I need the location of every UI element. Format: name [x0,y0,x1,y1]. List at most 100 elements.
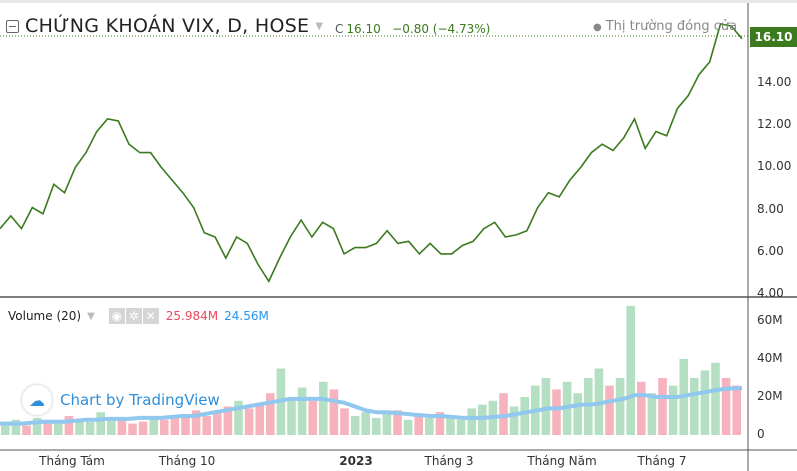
close-label: C [335,22,344,36]
volume-bar [552,389,561,435]
chevron-down-icon[interactable]: ▼ [315,20,324,32]
volume-bar [711,362,720,435]
volume-bar [149,416,158,435]
volume-bar [499,393,508,435]
gear-icon[interactable]: ✲ [125,308,142,324]
close-value: 16.10 [346,22,381,36]
volume-bar [287,397,296,435]
volume-tick-label: 60M [757,313,783,327]
change-value: −0.80 (−4.73%) [392,22,491,36]
branding-text: Chart by TradingView [60,391,220,409]
volume-bar [107,417,116,435]
volume-bar [11,419,21,435]
price-tick-label: 4.00 [757,286,784,300]
volume-value: 25.984M [165,309,219,323]
volume-bar [22,425,31,435]
volume-bar [96,412,105,435]
volume-bar [372,417,381,435]
volume-bar [721,378,731,435]
price-line [0,22,743,283]
volume-bar [43,421,52,435]
volume-bar [541,378,551,435]
volume-bar [64,416,74,435]
volume-bar [690,378,699,435]
volume-bar [54,423,63,435]
time-tick-label: Tháng 7 [637,454,687,468]
price-tick-label: 6.00 [757,243,784,258]
volume-bar [213,412,222,435]
market-status: Thị trường đóng cửa [593,19,737,34]
volume-bar [329,389,339,435]
chevron-down-icon[interactable]: ▼ [87,310,95,322]
volume-bar [202,416,211,435]
price-tick-label: 14.00 [757,75,792,89]
volume-bar [435,412,445,435]
volume-bar [308,400,317,435]
volume-bar [658,378,667,435]
eye-icon[interactable]: ◉ [108,308,125,324]
volume-bar [191,410,201,435]
volume-bar [573,393,582,435]
volume-bar [403,419,413,435]
price-tick-label: 12.00 [757,117,792,132]
volume-bar [605,385,614,435]
volume-bar [467,408,476,435]
volume-bar [615,378,625,435]
volume-bar [170,417,180,435]
price-tick-label: 8.00 [757,201,784,216]
volume-bar [160,419,169,435]
volume-bar [266,393,275,435]
last-price-label: 16.10 [750,27,797,47]
volume-bar [350,416,360,435]
volume-ma-value: 24.56M [224,309,269,323]
volume-bar [297,387,307,435]
volume-bar [456,419,466,435]
volume-bar [414,416,423,435]
volume-bar [32,417,42,435]
symbol-title[interactable]: CHỨNG KHOÁN VIX, D, HOSE [25,15,310,37]
volume-bar [75,419,84,435]
price-tick-label: 10.00 [757,159,792,174]
volume-tick-label: 0 [757,427,765,441]
volume-label[interactable]: Volume (20) [8,309,82,323]
volume-bar [509,406,519,435]
time-tick-label: Tháng 3 [424,454,474,468]
tradingview-branding[interactable]: ☁ Chart by TradingView [22,385,220,415]
volume-bar [732,385,741,435]
volume-bar [340,408,349,435]
volume-bar [446,416,455,435]
volume-bar [234,400,243,435]
volume-bar [1,423,10,435]
time-tick-label: Tháng Tám [39,454,105,468]
chart-canvas[interactable] [0,3,797,471]
volume-bar [255,404,264,435]
close-icon[interactable]: ✕ [142,308,159,324]
volume-bar [361,412,370,435]
volume-bar [382,414,392,435]
volume-bar [700,370,710,435]
volume-bar [128,423,137,435]
volume-bar [425,417,434,435]
time-tick-label: 2023 [339,454,373,468]
volume-bar [117,419,127,435]
symbol-header: CHỨNG KHOÁN VIX, D, HOSE ▼ [6,15,323,37]
collapse-icon[interactable] [6,19,19,33]
volume-bar [626,305,635,435]
cloud-logo-icon: ☁ [22,385,52,415]
volume-bar [647,393,657,435]
time-tick-label: Tháng Năm [527,454,597,468]
volume-bar [520,397,529,435]
volume-bar [85,421,95,435]
time-tick-label: Tháng 10 [158,454,216,468]
volume-tick-label: 40M [757,351,783,365]
volume-bar [181,414,190,435]
volume-bar [223,406,233,435]
volume-bar [668,385,678,435]
volume-bar [393,410,402,435]
volume-header: Volume (20) ▼ ◉ ✲ ✕ 25.984M 24.56M [8,308,269,324]
volume-bar [319,381,328,435]
volume-ma-line [0,386,743,426]
volume-bar [138,421,148,435]
ohlc-readout: C 16.10 −0.80 (−4.73%) [335,22,490,36]
